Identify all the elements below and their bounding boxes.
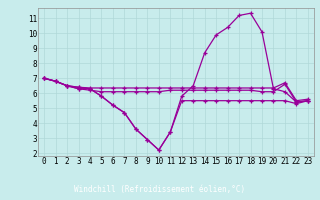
Text: Windchill (Refroidissement éolien,°C): Windchill (Refroidissement éolien,°C) bbox=[75, 185, 245, 194]
